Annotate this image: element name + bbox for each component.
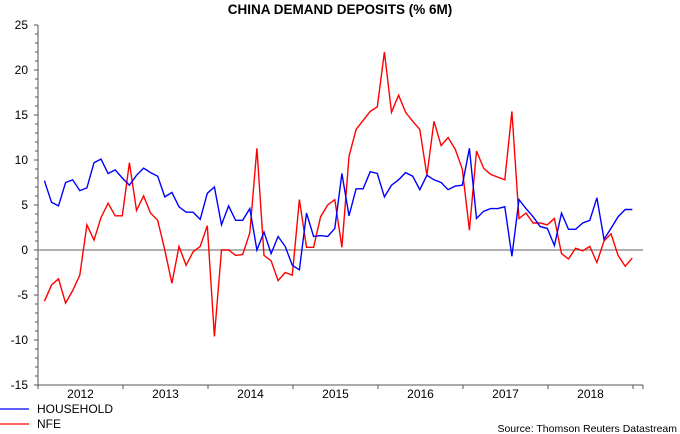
- chart-title: CHINA DEMAND DEPOSITS (% 6M): [228, 2, 453, 17]
- x-tick-label: 2013: [152, 387, 179, 401]
- y-tick-label: 0: [21, 243, 28, 257]
- y-tick-label: 20: [15, 63, 29, 77]
- y-tick-label: 10: [15, 153, 29, 167]
- x-tick-label: 2018: [577, 387, 604, 401]
- x-tick-label: 2012: [67, 387, 94, 401]
- x-tick-label: 2017: [492, 387, 519, 401]
- series-line-nfe: [43, 51, 633, 337]
- y-tick-label: -5: [17, 288, 28, 302]
- y-tick-label: -15: [11, 378, 29, 392]
- y-tick-label: 25: [15, 18, 29, 32]
- y-tick-label: -10: [11, 333, 29, 347]
- x-tick-label: 2015: [322, 387, 349, 401]
- legend-label-household: HOUSEHOLD: [37, 402, 113, 416]
- x-tick-label: 2016: [407, 387, 434, 401]
- series-group: [43, 51, 633, 337]
- y-tick-label: 15: [15, 108, 29, 122]
- legend: HOUSEHOLD NFE: [0, 402, 113, 431]
- x-tick-label: 2014: [237, 387, 264, 401]
- y-tick-label: 5: [21, 198, 28, 212]
- series-line-household: [43, 148, 633, 271]
- legend-label-nfe: NFE: [37, 417, 61, 431]
- source-note: Source: Thomson Reuters Datastream: [497, 423, 677, 434]
